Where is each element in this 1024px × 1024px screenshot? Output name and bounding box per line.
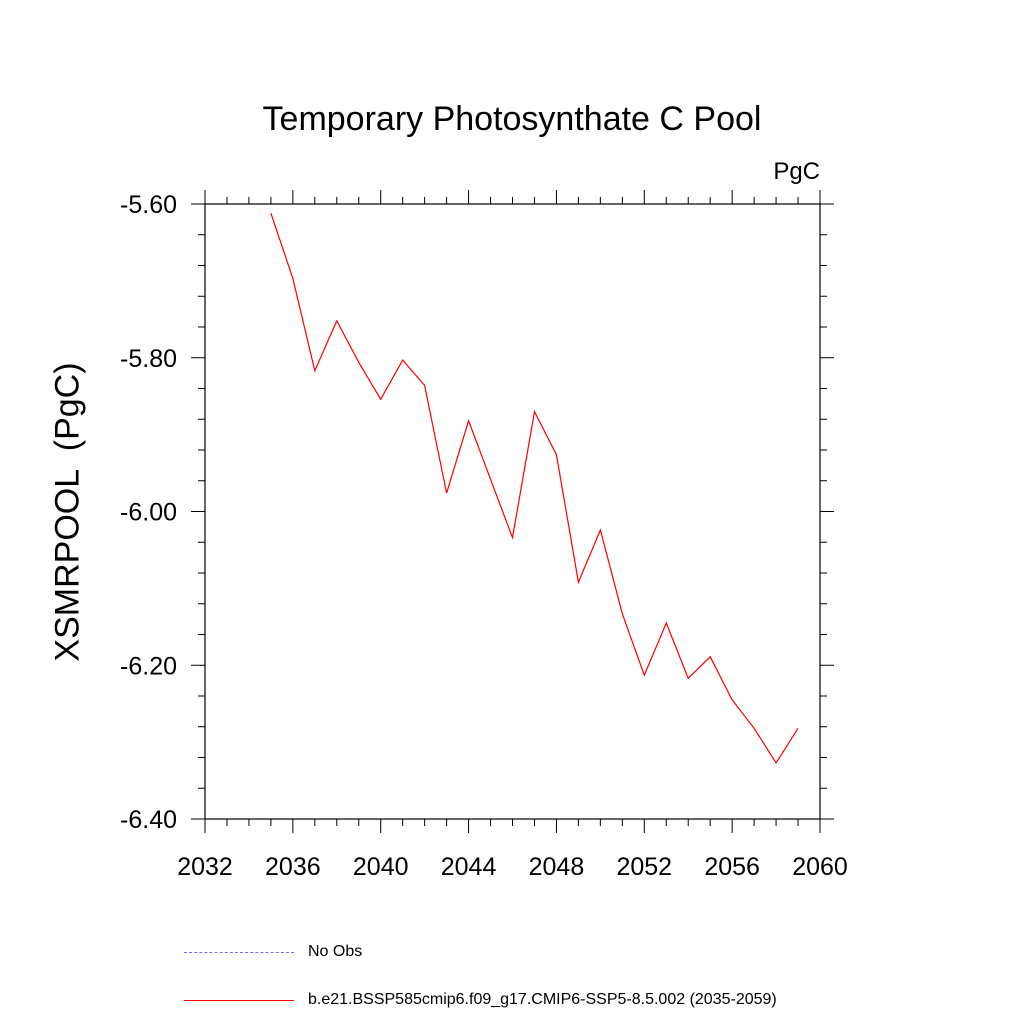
x-tick-label: 2056 bbox=[704, 853, 760, 881]
units-label: PgC bbox=[773, 158, 820, 185]
y-tick-label: -6.00 bbox=[120, 499, 177, 527]
x-tick-label: 2044 bbox=[441, 853, 497, 881]
chart-title: Temporary Photosynthate C Pool bbox=[262, 100, 762, 138]
legend-swatch-solid bbox=[184, 1000, 294, 1001]
y-tick-label: -6.20 bbox=[120, 652, 177, 680]
legend-item-no-obs: No Obs bbox=[184, 943, 884, 963]
x-tick-label: 2048 bbox=[529, 853, 585, 881]
legend-label: No Obs bbox=[308, 943, 363, 960]
legend-label: b.e21.BSSP585cmip6.f09_g17.CMIP6-SSP5-8.… bbox=[308, 991, 777, 1008]
legend-swatch-dashed bbox=[184, 952, 294, 953]
y-tick-label: -6.40 bbox=[120, 806, 177, 834]
x-tick-label: 2052 bbox=[616, 853, 672, 881]
series-line bbox=[270, 213, 799, 765]
y-tick-label: -5.60 bbox=[120, 191, 177, 219]
legend-item-series: b.e21.BSSP585cmip6.f09_g17.CMIP6-SSP5-8.… bbox=[184, 991, 884, 1011]
y-tick-label: -5.80 bbox=[120, 345, 177, 373]
x-tick-label: 2060 bbox=[792, 853, 848, 881]
x-tick-label: 2036 bbox=[265, 853, 321, 881]
x-tick-label: 2032 bbox=[177, 853, 233, 881]
x-tick-label: 2040 bbox=[353, 853, 409, 881]
